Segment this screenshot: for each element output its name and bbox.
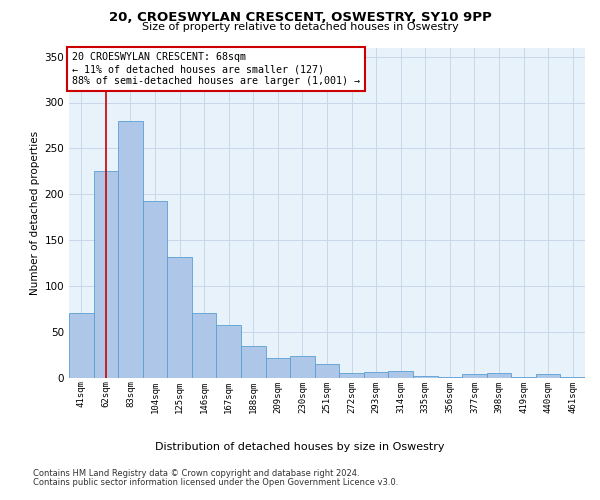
Bar bbox=[413, 376, 437, 378]
Bar bbox=[192, 314, 217, 378]
Bar bbox=[388, 371, 413, 378]
Bar bbox=[536, 374, 560, 378]
Text: Size of property relative to detached houses in Oswestry: Size of property relative to detached ho… bbox=[142, 22, 458, 32]
Bar bbox=[143, 200, 167, 378]
Bar bbox=[167, 256, 192, 378]
Bar bbox=[511, 376, 536, 378]
Bar bbox=[241, 346, 266, 378]
Bar bbox=[118, 121, 143, 378]
Text: Contains public sector information licensed under the Open Government Licence v3: Contains public sector information licen… bbox=[33, 478, 398, 487]
Bar bbox=[69, 314, 94, 378]
Bar bbox=[364, 372, 388, 378]
Y-axis label: Number of detached properties: Number of detached properties bbox=[30, 130, 40, 294]
Bar bbox=[560, 376, 585, 378]
Text: Contains HM Land Registry data © Crown copyright and database right 2024.: Contains HM Land Registry data © Crown c… bbox=[33, 469, 359, 478]
Bar bbox=[266, 358, 290, 378]
Bar bbox=[339, 373, 364, 378]
Bar bbox=[462, 374, 487, 378]
Bar bbox=[94, 171, 118, 378]
Bar bbox=[487, 373, 511, 378]
Text: Distribution of detached houses by size in Oswestry: Distribution of detached houses by size … bbox=[155, 442, 445, 452]
Bar bbox=[217, 325, 241, 378]
Bar bbox=[315, 364, 339, 378]
Bar bbox=[290, 356, 315, 378]
Text: 20 CROESWYLAN CRESCENT: 68sqm
← 11% of detached houses are smaller (127)
88% of : 20 CROESWYLAN CRESCENT: 68sqm ← 11% of d… bbox=[71, 52, 359, 86]
Bar bbox=[437, 376, 462, 378]
Text: 20, CROESWYLAN CRESCENT, OSWESTRY, SY10 9PP: 20, CROESWYLAN CRESCENT, OSWESTRY, SY10 … bbox=[109, 11, 491, 24]
